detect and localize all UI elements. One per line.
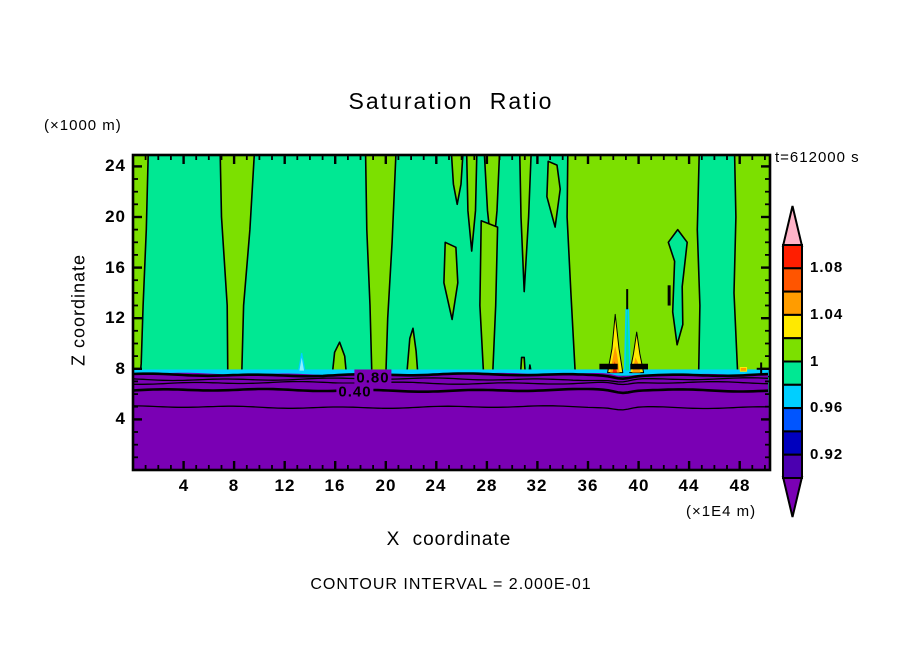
colorbar-tick-label: 0.92 xyxy=(810,446,844,463)
chart-title: Saturation Ratio xyxy=(348,88,554,114)
x-tick-label: 44 xyxy=(678,476,700,495)
x-tick-label: 32 xyxy=(526,476,548,495)
x-tick-label: 28 xyxy=(476,476,498,495)
x-tick-label: 12 xyxy=(274,476,296,495)
x-axis-label: X coordinate xyxy=(386,529,512,550)
contour-interval-note: CONTOUR INTERVAL = 2.000E-01 xyxy=(310,576,592,593)
y-tick-label: 16 xyxy=(105,258,126,277)
x-tick-label: 4 xyxy=(178,476,190,495)
y-tick-label: 20 xyxy=(105,207,126,226)
x-axis-units: (×1E4 m) xyxy=(686,503,757,520)
colorbar-tick-label: 0.96 xyxy=(810,399,844,416)
time-label: t=612000 s xyxy=(775,149,860,166)
y-tick-label: 12 xyxy=(105,308,126,327)
y-tick-label: 8 xyxy=(115,359,126,378)
y-axis-units: (×1000 m) xyxy=(44,117,122,134)
x-tick-label: 16 xyxy=(324,476,346,495)
x-tick-label: 24 xyxy=(425,476,447,495)
x-tick-label: 20 xyxy=(375,476,397,495)
colorbar-tick-label: 1.08 xyxy=(810,259,844,276)
contour-label-0-80: 0.80 xyxy=(354,369,392,387)
x-tick-label: 36 xyxy=(577,476,599,495)
y-tick-label: 4 xyxy=(115,409,126,428)
y-tick-label: 24 xyxy=(105,156,126,175)
x-tick-label: 8 xyxy=(228,476,240,495)
x-tick-label: 40 xyxy=(628,476,650,495)
contour-label-0-40: 0.40 xyxy=(336,383,374,401)
x-tick-label: 48 xyxy=(729,476,751,495)
colorbar-tick-label: 1 xyxy=(810,353,820,370)
colorbar-tick-label: 1.04 xyxy=(810,306,844,323)
